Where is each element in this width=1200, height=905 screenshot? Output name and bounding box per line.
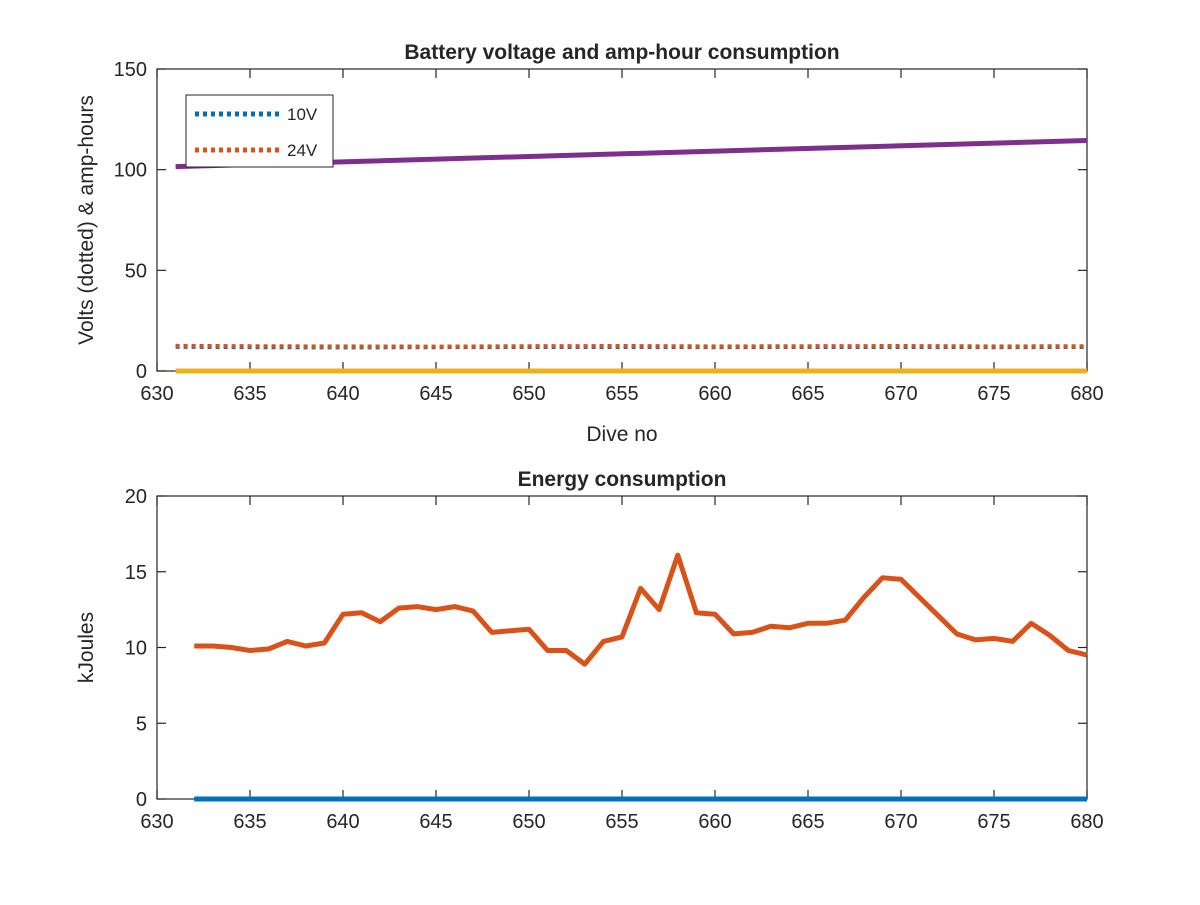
x-tick-label: 640	[326, 811, 359, 833]
x-tick-label: 635	[233, 811, 266, 833]
x-tick-label: 665	[791, 811, 824, 833]
x-tick-label: 680	[1070, 383, 1103, 405]
y-axis-label: Volts (dotted) & amp-hours	[75, 95, 98, 345]
legend: 10V 24V	[186, 95, 333, 167]
y-tick-label: 0	[136, 789, 147, 811]
chart-title: Energy consumption	[518, 468, 727, 491]
x-tick-label: 660	[698, 383, 731, 405]
x-tick-label: 650	[512, 811, 545, 833]
axes-box	[157, 496, 1087, 799]
y-tick-label: 15	[125, 562, 147, 584]
legend-label: 10V	[287, 105, 318, 124]
y-tick-label: 20	[125, 486, 147, 508]
chart-title: Battery voltage and amp-hour consumption	[404, 41, 839, 64]
y-axis-label: kJoules	[75, 612, 98, 683]
x-tick-label: 670	[884, 383, 917, 405]
x-tick-label: 630	[140, 811, 173, 833]
subplot-2: 630 635 640 645 650 655 660 665 670 675 680 0 5 10 15 2…	[75, 468, 1104, 833]
legend-label: 24V	[287, 141, 318, 160]
x-tick-label: 635	[233, 383, 266, 405]
subplot-1: 630 635 640 645 650 655 660 665 670 675 680 0 50 100 1…	[75, 41, 1104, 446]
x-tick-label: 655	[605, 811, 638, 833]
y-tick-label: 150	[114, 59, 147, 81]
y-tick-label: 10	[125, 638, 147, 660]
x-tick-label: 665	[791, 383, 824, 405]
x-tick-label: 645	[419, 383, 452, 405]
x-tick-label: 660	[698, 811, 731, 833]
x-tick-label: 640	[326, 383, 359, 405]
x-tick-label: 645	[419, 811, 452, 833]
y-tick-label: 50	[125, 260, 147, 282]
x-tick-label: 670	[884, 811, 917, 833]
x-tick-label: 675	[977, 811, 1010, 833]
y-tick-label: 0	[136, 361, 147, 383]
x-tick-label: 630	[140, 383, 173, 405]
y-tick-label: 5	[136, 713, 147, 735]
x-tick-label: 675	[977, 383, 1010, 405]
y-tick-label: 100	[114, 160, 147, 182]
x-tick-label: 650	[512, 383, 545, 405]
x-tick-label: 655	[605, 383, 638, 405]
x-axis-label: Dive no	[586, 423, 657, 446]
x-tick-label: 680	[1070, 811, 1103, 833]
